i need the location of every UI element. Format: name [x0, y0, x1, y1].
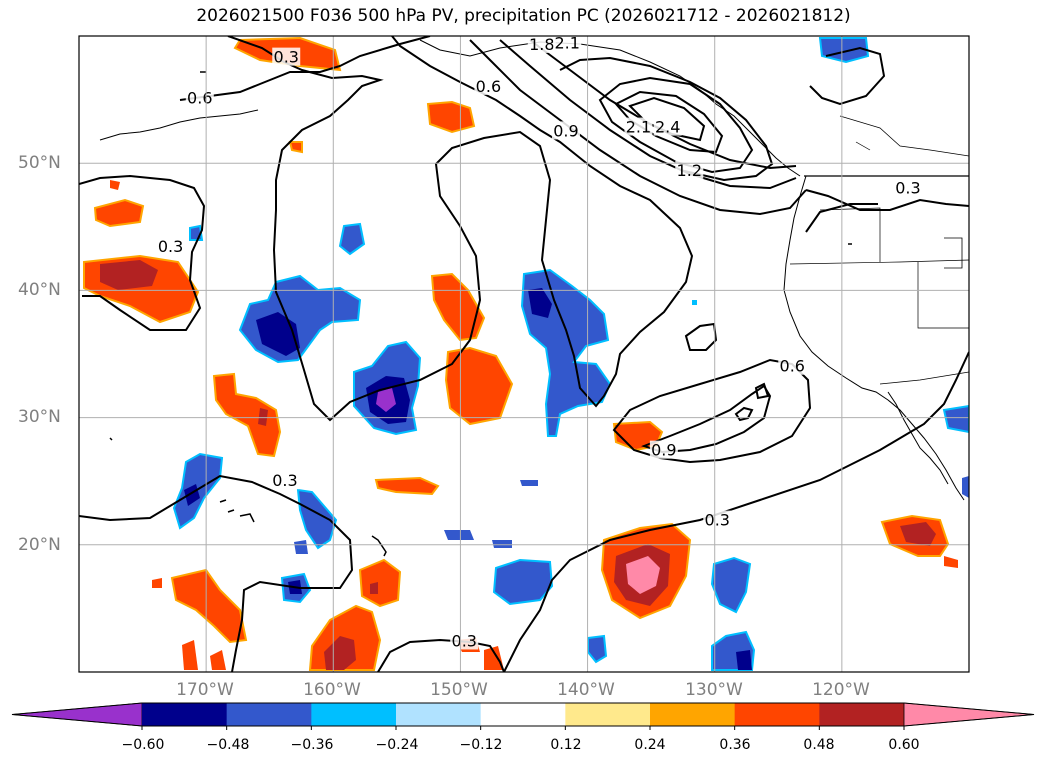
colorbar-segment	[565, 703, 651, 726]
colorbar-tick-label: 0.24	[634, 737, 666, 753]
colorbar-segment	[311, 703, 397, 726]
colorbar-tick-label: 0.12	[550, 737, 582, 753]
lon-tick-label: 160°W	[303, 680, 361, 700]
contour-label: 2.1	[626, 118, 651, 137]
colorbar-segment	[226, 703, 312, 726]
contour-label-background	[185, 88, 214, 107]
contour-label-background	[553, 33, 582, 52]
contour-label: 0.3	[274, 48, 299, 67]
colorbar	[11, 702, 1035, 730]
contour-label-background	[649, 440, 678, 459]
map-title: 2026021500 F036 500 hPa PV, precipitatio…	[196, 6, 851, 26]
contour-label-background	[450, 631, 479, 650]
contour-label: 0.9	[651, 441, 676, 460]
map-frame	[78, 35, 970, 673]
contour-label-background	[272, 47, 301, 66]
colorbar-tick-label: 0.60	[888, 737, 920, 753]
lat-tick-label: 20°N	[18, 535, 61, 555]
colorbar-segment	[396, 703, 482, 726]
contour-label-background	[653, 117, 682, 136]
contour-label: 0.3	[705, 511, 730, 530]
contour-label-background	[551, 121, 580, 140]
contour-label: 1.2	[677, 161, 702, 180]
contour-label-background	[624, 117, 653, 136]
colorbar-tick-label: −0.12	[459, 737, 503, 753]
contour-label-background	[474, 76, 503, 95]
contour-label-background	[527, 34, 556, 53]
lon-tick-label: 170°W	[176, 680, 234, 700]
colorbar-tick-label: −0.60	[121, 737, 165, 753]
colorbar-tick-label: −0.48	[206, 737, 250, 753]
contour-label: 0.3	[158, 237, 183, 256]
colorbar-segment	[480, 703, 566, 726]
contour-label-background	[270, 471, 299, 490]
colorbar-extend-min	[11, 702, 143, 727]
contour-label: 0.6	[476, 77, 501, 96]
lat-tick-label: 50°N	[18, 153, 61, 173]
contour-label-background	[778, 356, 807, 375]
precipitation-fills	[83, 36, 969, 671]
contour-label: 0.6	[780, 357, 805, 376]
colorbar-tick-label: 0.36	[719, 737, 751, 753]
contour-label-layer: 0.30.60.61.8 2.10.9 2.1 2.41.20.30.30.60.90…	[156, 33, 922, 650]
contour-label: 0.9	[553, 121, 578, 140]
contour-label: 0.3	[895, 179, 920, 198]
contour-label: 0.6	[187, 88, 212, 107]
contour-label: 2.1	[555, 34, 580, 53]
colorbar-tick-label: −0.36	[290, 737, 334, 753]
contour-label-background	[703, 510, 732, 529]
contour-label: 2.4	[655, 118, 680, 137]
contour-label: 0.3	[272, 471, 297, 490]
colorbar-segment	[734, 703, 820, 726]
contour-label: 0.3	[452, 631, 477, 650]
contour-label-background	[893, 178, 922, 197]
colorbar-extend-max	[903, 702, 1035, 727]
contour-label-background	[675, 160, 704, 179]
contour-label-background	[156, 237, 185, 256]
contour-label: 1.8	[529, 35, 554, 54]
colorbar-segment	[819, 703, 905, 726]
gridlines	[79, 36, 969, 672]
colorbar-segment	[650, 703, 736, 726]
lon-tick-label: 120°W	[812, 680, 870, 700]
lon-tick-label: 140°W	[557, 680, 615, 700]
colorbar-segment	[142, 703, 228, 726]
lat-tick-label: 40°N	[18, 280, 61, 300]
lon-tick-label: 150°W	[430, 680, 488, 700]
colorbar-tick-label: 0.48	[803, 737, 835, 753]
lon-tick-label: 130°W	[685, 680, 743, 700]
lat-tick-label: 30°N	[18, 407, 61, 427]
colorbar-tick-label: −0.24	[375, 737, 419, 753]
